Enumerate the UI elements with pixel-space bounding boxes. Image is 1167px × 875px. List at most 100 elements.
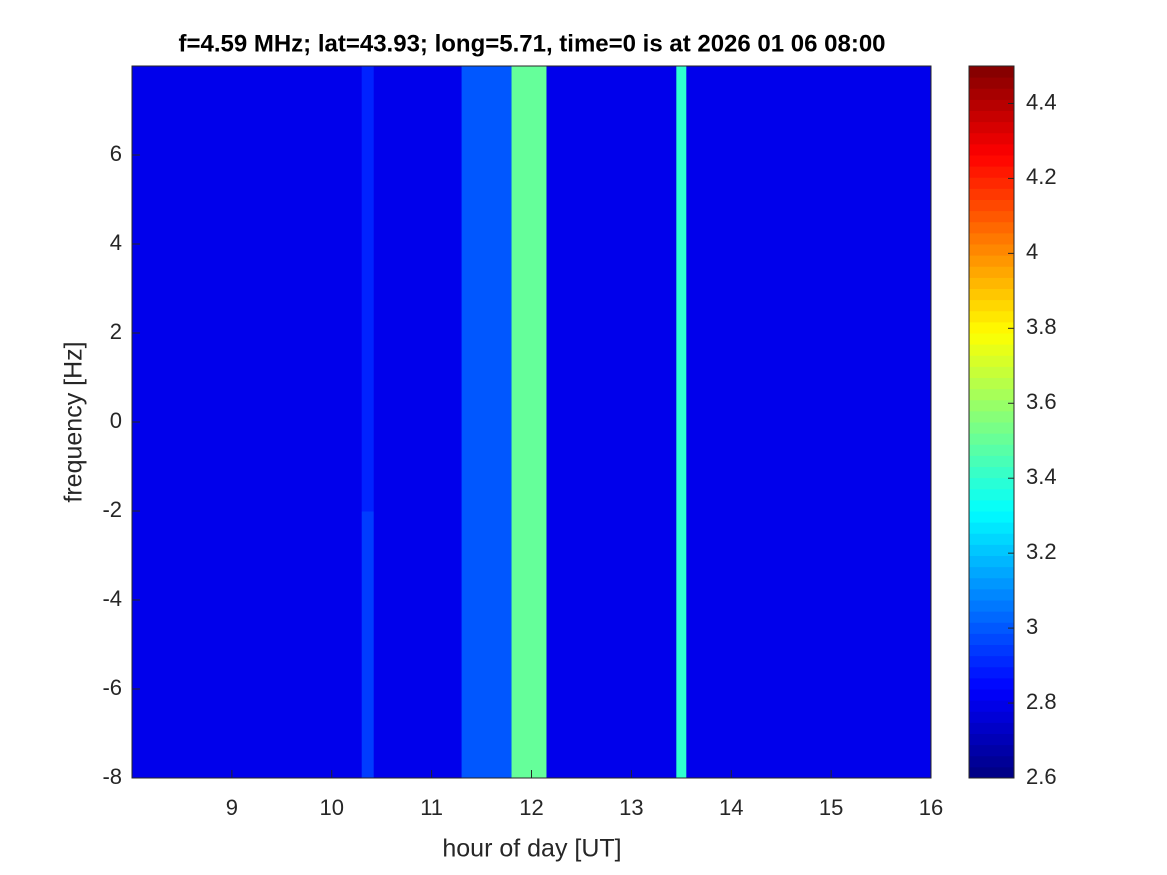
heatmap-cell: [361, 244, 375, 334]
heatmap-cell: [361, 689, 375, 779]
colorbar-swatch: [969, 377, 1014, 390]
heatmap-cell: [373, 244, 463, 334]
heatmap-cell: [676, 244, 687, 334]
colorbar-swatch: [969, 600, 1014, 612]
heatmap-cell: [546, 511, 677, 601]
heatmap-cell: [132, 511, 363, 601]
colorbar-swatch: [969, 433, 1014, 445]
colorbar-swatch: [969, 355, 1014, 367]
heatmap-cell: [511, 422, 547, 512]
colorbar-tick-label: 3.8: [1026, 314, 1057, 339]
heatmap-cell: [511, 244, 547, 334]
heatmap-cell: [132, 66, 363, 156]
colorbar-swatch: [969, 77, 1014, 89]
colorbar-swatch: [969, 533, 1014, 545]
heatmap-cell: [546, 333, 677, 423]
colorbar-swatch: [969, 722, 1014, 734]
colorbar-swatch: [969, 611, 1014, 623]
colorbar-swatch: [969, 677, 1014, 690]
y-tick-label: 2: [110, 319, 122, 344]
colorbar-swatch: [969, 132, 1014, 145]
heatmap-cell: [676, 422, 687, 512]
heatmap-cell: [361, 333, 375, 423]
x-tick-label: 13: [619, 795, 643, 820]
y-tick-label: -6: [102, 675, 122, 700]
x-axis-label: hour of day [UT]: [442, 835, 621, 863]
colorbar-swatch: [969, 744, 1014, 757]
colorbar-swatch: [969, 344, 1014, 356]
colorbar-swatch: [969, 121, 1014, 134]
colorbar-swatch: [969, 755, 1014, 768]
heatmap-cell: [373, 422, 463, 512]
colorbar-tick-label: 4: [1026, 239, 1038, 264]
colorbar-tick-label: 4.4: [1026, 89, 1057, 114]
x-tick-label: 15: [819, 795, 843, 820]
colorbar-swatch: [969, 422, 1014, 434]
heatmap-cell: [511, 66, 547, 156]
colorbar-swatch: [969, 522, 1014, 534]
heatmap-cell: [461, 244, 513, 334]
heatmap-cell: [461, 689, 513, 779]
heatmap-cell: [132, 600, 363, 690]
heatmap-cell: [373, 333, 463, 423]
x-tick-label: 9: [226, 795, 238, 820]
colorbar-swatch: [969, 177, 1014, 189]
colorbar-swatch: [969, 711, 1014, 723]
heatmap-cell: [132, 244, 363, 334]
heatmap-cell: [676, 600, 687, 690]
colorbar-swatch: [969, 188, 1014, 200]
colorbar-swatch: [969, 199, 1014, 212]
heatmap-cell: [546, 155, 677, 245]
heatmap-cell: [132, 689, 363, 779]
colorbar-swatch: [969, 577, 1014, 590]
colorbar-swatch: [969, 366, 1014, 378]
colorbar-swatch: [969, 733, 1014, 746]
heatmap-cell: [676, 689, 687, 779]
heatmap-cell: [132, 422, 363, 512]
colorbar-swatch: [969, 622, 1014, 634]
heatmap-cell: [546, 689, 677, 779]
heatmap-cell: [373, 600, 463, 690]
y-tick-label: 6: [110, 141, 122, 166]
heatmap-cell: [546, 600, 677, 690]
colorbar-swatch: [969, 232, 1014, 245]
colorbar-swatch: [969, 288, 1014, 301]
colorbar-tick-label: 3: [1026, 614, 1038, 639]
heatmap-cell: [511, 333, 547, 423]
colorbar-tick-label: 3.6: [1026, 389, 1057, 414]
heatmap-cell: [373, 66, 463, 156]
heatmap-cell: [686, 689, 932, 779]
colorbar-swatch: [969, 99, 1014, 111]
heatmap-cell: [461, 66, 513, 156]
colorbar-swatch: [969, 466, 1014, 479]
colorbar-tick-label: 3.2: [1026, 539, 1057, 564]
x-tick-label: 10: [320, 795, 344, 820]
colorbar-swatch: [969, 511, 1014, 523]
colorbar-swatch: [969, 488, 1014, 501]
heatmap-cell: [132, 155, 363, 245]
heatmap-cell: [361, 600, 375, 690]
colorbar-swatch: [969, 444, 1014, 456]
x-tick-label: 16: [919, 795, 943, 820]
colorbar-swatch: [969, 244, 1014, 256]
heatmap-cell: [686, 333, 932, 423]
colorbar-swatch: [969, 644, 1014, 657]
colorbar-swatch: [969, 88, 1014, 100]
y-tick-label: -4: [102, 586, 122, 611]
heatmap-cell: [373, 511, 463, 601]
colorbar-swatch: [969, 155, 1014, 167]
colorbar-swatch: [969, 666, 1014, 679]
y-tick-label: -8: [102, 764, 122, 789]
colorbar-swatch: [969, 766, 1014, 779]
heatmap-cell: [546, 422, 677, 512]
colorbar-swatch: [969, 66, 1014, 78]
colorbar-swatch: [969, 210, 1014, 223]
colorbar-swatch: [969, 689, 1014, 701]
heatmap-cell: [546, 244, 677, 334]
colorbar-swatch: [969, 555, 1014, 568]
colorbar-swatch: [969, 566, 1014, 579]
heatmap-cell: [511, 511, 547, 601]
heatmap-cell: [361, 422, 375, 512]
